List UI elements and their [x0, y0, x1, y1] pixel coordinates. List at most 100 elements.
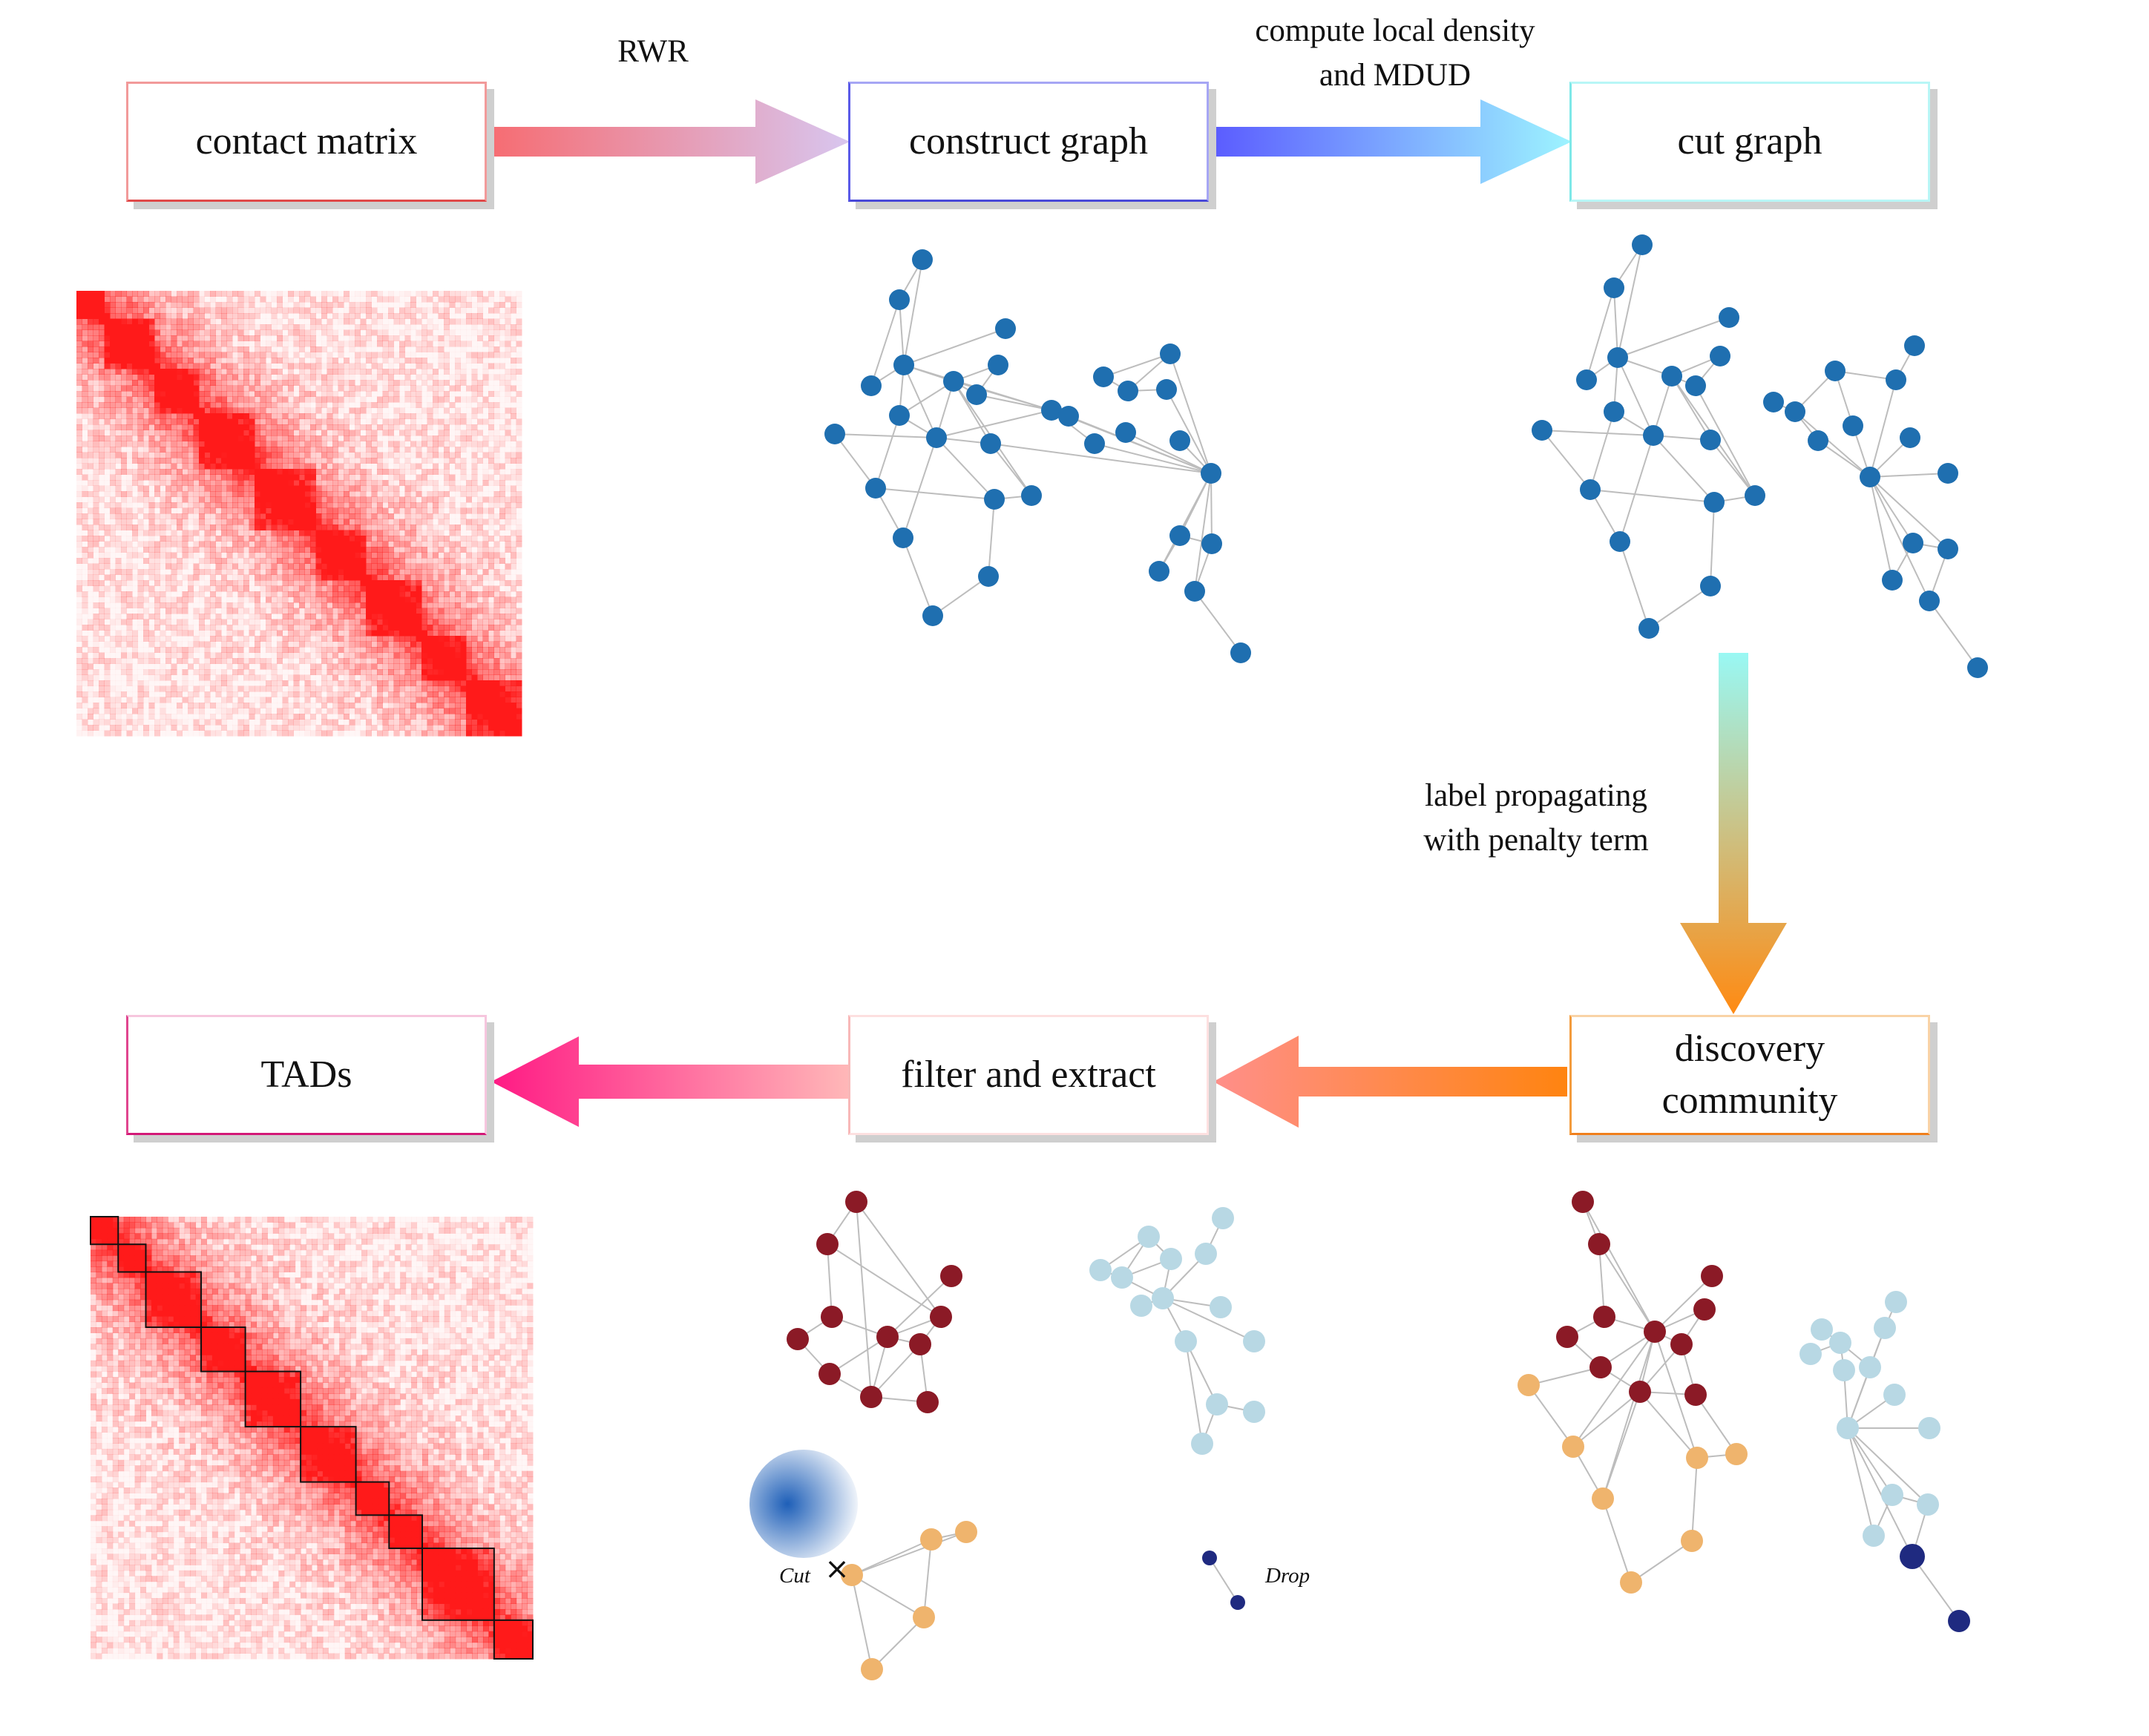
tads-heatmap	[90, 1216, 534, 1660]
graph-edge	[834, 433, 876, 489]
graph-node	[1572, 1191, 1594, 1213]
graph-node	[1610, 531, 1630, 552]
box-contact-matrix: contact matrix	[126, 82, 487, 202]
graph-node	[1719, 307, 1739, 328]
graph-node	[1604, 401, 1624, 422]
box-discovery-community-line1: discovery	[1674, 1027, 1825, 1070]
graph-node	[1556, 1326, 1578, 1348]
tad-box	[388, 1514, 423, 1550]
graph-node	[1632, 234, 1653, 255]
graph-edge	[851, 1574, 873, 1670]
graph-edges	[1541, 244, 1978, 668]
graph-edge	[871, 1617, 925, 1670]
graph-node	[1785, 401, 1805, 422]
graph-node	[1900, 427, 1920, 448]
graph-edge	[936, 437, 995, 500]
graph-node	[861, 375, 882, 396]
graph-edge	[990, 443, 1212, 474]
graph-node	[1811, 1318, 1833, 1341]
graph-node	[1212, 1207, 1234, 1229]
graph-node	[1589, 1356, 1612, 1378]
graph-edge	[1847, 1427, 1929, 1505]
graph-node	[943, 371, 964, 392]
graph-node	[1859, 1356, 1881, 1378]
graph-edge	[1586, 287, 1615, 381]
graph-node	[926, 427, 947, 448]
label-propagation-line1: label propagating	[1425, 778, 1647, 813]
graph-node	[1883, 1384, 1906, 1406]
graph-node	[1588, 1233, 1610, 1255]
box-cut-graph-label: cut graph	[1677, 119, 1822, 162]
box-filter-and-extract-label: filter and extract	[901, 1053, 1156, 1096]
graph-edge	[1619, 541, 1650, 629]
graph-edge	[1210, 473, 1213, 545]
graph-node	[1948, 1610, 1970, 1632]
box-tads-label: TADs	[260, 1053, 352, 1096]
graph-node	[1808, 430, 1828, 451]
tad-box	[244, 1370, 302, 1428]
graph-node	[1210, 1296, 1232, 1318]
graph-node	[845, 1191, 867, 1213]
graph-edge	[1654, 1331, 1698, 1459]
arrow-density	[1213, 99, 1572, 184]
graph-edge	[1051, 410, 1212, 474]
graph-node	[787, 1328, 809, 1350]
graph-nodes	[1518, 1191, 1970, 1632]
graph-edge	[1598, 1243, 1656, 1332]
graph-edge	[1613, 287, 1618, 358]
graph-edge	[1671, 375, 1711, 441]
graph-node	[1169, 430, 1190, 451]
graph-edge	[870, 1344, 921, 1398]
graph-edge	[1912, 1556, 1960, 1622]
graph-node	[909, 1333, 931, 1355]
graph-node	[1833, 1359, 1855, 1381]
graph-edge	[1653, 435, 1715, 503]
cut-cross-icon: ×	[824, 1552, 850, 1586]
graph-node	[920, 1528, 942, 1551]
graph-edge	[1582, 1201, 1656, 1332]
graph-edge	[1869, 476, 1930, 602]
graph-edge	[1185, 1341, 1203, 1444]
graph-node	[913, 1606, 935, 1628]
box-discovery-community-line2: community	[1661, 1079, 1838, 1122]
graph-node	[1201, 463, 1221, 484]
graph-edge	[1695, 385, 1756, 496]
graph-edge	[990, 443, 1032, 496]
tad-box	[300, 1426, 357, 1483]
graph-edge	[1847, 1327, 1886, 1429]
graph-edge	[1166, 389, 1212, 474]
graph-node	[1629, 1381, 1651, 1403]
tad-box	[421, 1548, 495, 1621]
graph-node	[1799, 1343, 1822, 1365]
graph-node	[893, 355, 914, 375]
graph-node	[1243, 1401, 1265, 1423]
graph-node	[1230, 642, 1251, 663]
graph-edge	[1710, 439, 1756, 496]
graph-node	[1130, 1295, 1152, 1317]
graph-node	[1700, 430, 1721, 450]
graph-node	[1904, 335, 1925, 356]
graph-node	[995, 318, 1016, 339]
graph-edges	[784, 1201, 1255, 1670]
graph-node	[1518, 1374, 1540, 1396]
graph-node	[1604, 277, 1624, 298]
label-propagation-line2: with penalty term	[1423, 823, 1649, 858]
graph-node	[1693, 1298, 1716, 1321]
filtered-graph	[775, 1191, 1265, 1680]
graph-node	[1685, 375, 1706, 396]
graph-edge	[1710, 502, 1715, 587]
graph-node	[816, 1233, 839, 1255]
graph-edge	[856, 1201, 872, 1398]
graph-edge	[903, 328, 1006, 366]
graph-node	[1160, 1248, 1182, 1270]
graph-node	[1243, 1330, 1265, 1352]
graph-edge	[902, 437, 937, 539]
graph-node	[1967, 657, 1988, 678]
constructed-graph	[824, 249, 1251, 663]
graph-edge	[988, 499, 995, 577]
graph-edge	[1630, 1540, 1693, 1583]
graph-node	[861, 1658, 883, 1680]
graph-node	[1885, 1291, 1907, 1313]
graph-node	[1620, 1571, 1642, 1594]
graph-node	[1111, 1266, 1133, 1289]
